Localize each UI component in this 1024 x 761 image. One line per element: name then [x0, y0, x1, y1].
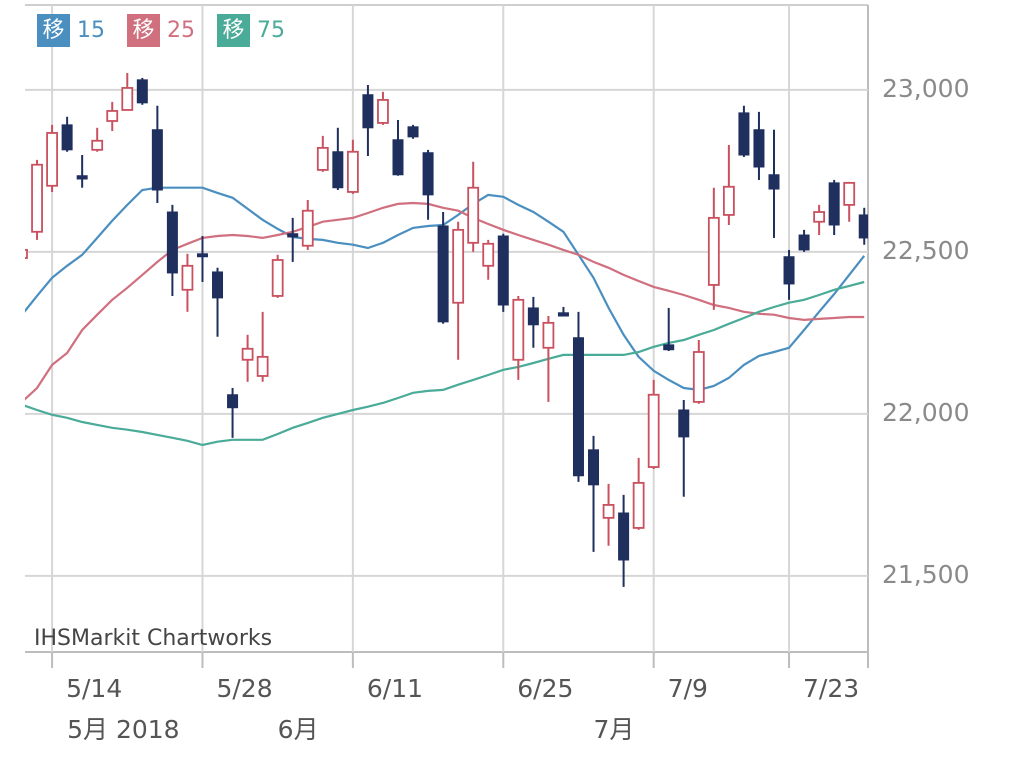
y-tick-label: 23,000	[882, 74, 969, 103]
legend-tag: 移	[132, 18, 154, 43]
candle-body	[738, 112, 750, 156]
candle-body	[422, 152, 434, 196]
candle-body	[722, 185, 735, 216]
candle-body	[632, 481, 645, 529]
candle-body	[25, 249, 28, 259]
candle-body	[572, 337, 584, 477]
candle-body	[828, 182, 840, 226]
candle-body	[692, 351, 705, 403]
candle-body	[482, 242, 495, 267]
grid	[25, 5, 868, 668]
candle-body	[256, 355, 269, 377]
candle-body	[843, 181, 856, 206]
ma-line	[25, 280, 865, 447]
y-tick-label: 22,500	[882, 236, 969, 265]
candle-body	[61, 124, 73, 151]
candle-body	[858, 214, 868, 239]
candle-body	[271, 259, 284, 297]
candle-body	[106, 110, 119, 122]
candle-body	[377, 99, 389, 124]
candle-body	[181, 264, 194, 291]
candle-body	[241, 347, 254, 361]
x-tick-label: 6/25	[517, 674, 573, 703]
candle-body	[346, 150, 359, 193]
candle-body	[362, 94, 374, 129]
candle-body	[31, 163, 43, 233]
month-label: 7月	[594, 715, 635, 744]
candle-body	[512, 298, 525, 361]
candle-body	[588, 449, 600, 486]
candle-body	[452, 228, 465, 304]
y-tick-label: 22,000	[882, 398, 969, 427]
candle-body	[602, 504, 615, 519]
plot-area	[25, 73, 868, 587]
candle-body	[151, 129, 163, 191]
candle-body	[678, 409, 690, 438]
month-label: 6月	[278, 715, 319, 744]
x-tick-label: 5/28	[216, 674, 272, 703]
candle-body	[647, 393, 660, 468]
y-tick-label: 21,500	[882, 560, 969, 589]
candle-body	[798, 234, 810, 251]
legend-tag: 移	[222, 18, 244, 43]
month-label: 5月 2018	[67, 715, 179, 744]
candle-body	[753, 129, 765, 168]
watermark: IHSMarkit Chartworks	[34, 626, 272, 651]
candle-body	[136, 79, 148, 104]
candle-body	[407, 126, 419, 138]
legend-label: 15	[77, 18, 105, 43]
candle-body	[783, 256, 795, 285]
candle-body	[46, 132, 58, 187]
legend: 移 15 移 25 移 75	[37, 14, 285, 47]
candle-body	[618, 512, 630, 561]
candle-body	[332, 151, 344, 189]
candle-body	[287, 233, 299, 238]
candle-body	[557, 312, 569, 317]
candle-body	[91, 139, 104, 151]
legend-tag: 移	[42, 18, 64, 43]
candle-body	[542, 321, 555, 349]
candle-body	[166, 211, 178, 274]
ma-line	[25, 201, 865, 401]
candle-body	[813, 211, 826, 223]
candle-body	[768, 174, 780, 190]
candle-body	[76, 175, 88, 180]
candle-body	[707, 216, 720, 286]
candle-body	[227, 394, 239, 409]
candle-body	[497, 235, 509, 306]
x-tick-label: 7/9	[668, 674, 708, 703]
labels: IHSMarkit Chartworks 21,500 22,000 22,500 2…	[34, 74, 969, 744]
candle-body	[467, 186, 480, 244]
x-tick-label: 6/11	[367, 674, 423, 703]
candle-body	[212, 271, 224, 299]
x-tick-label: 5/14	[66, 674, 122, 703]
candle-body	[316, 146, 329, 171]
candle-body	[527, 307, 539, 326]
candle-body	[196, 253, 208, 258]
x-tick-label: 7/23	[803, 674, 859, 703]
legend-swatch	[37, 14, 70, 47]
candle-body	[301, 209, 314, 247]
candle-body	[437, 225, 449, 323]
legend-swatch	[127, 14, 160, 47]
legend-label: 25	[167, 18, 195, 43]
candle-body	[121, 87, 134, 111]
candle-body	[392, 139, 404, 176]
legend-swatch	[217, 14, 250, 47]
candle-body	[663, 344, 675, 351]
legend-label: 75	[257, 18, 285, 43]
